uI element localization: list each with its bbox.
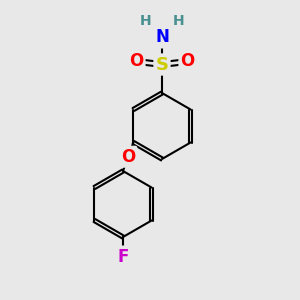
Text: F: F [117, 248, 129, 266]
Text: N: N [155, 28, 169, 46]
Text: O: O [129, 52, 144, 70]
Text: O: O [180, 52, 195, 70]
Text: O: O [121, 148, 135, 166]
Text: S: S [155, 56, 169, 74]
Text: H: H [173, 14, 184, 28]
Text: H: H [140, 14, 151, 28]
